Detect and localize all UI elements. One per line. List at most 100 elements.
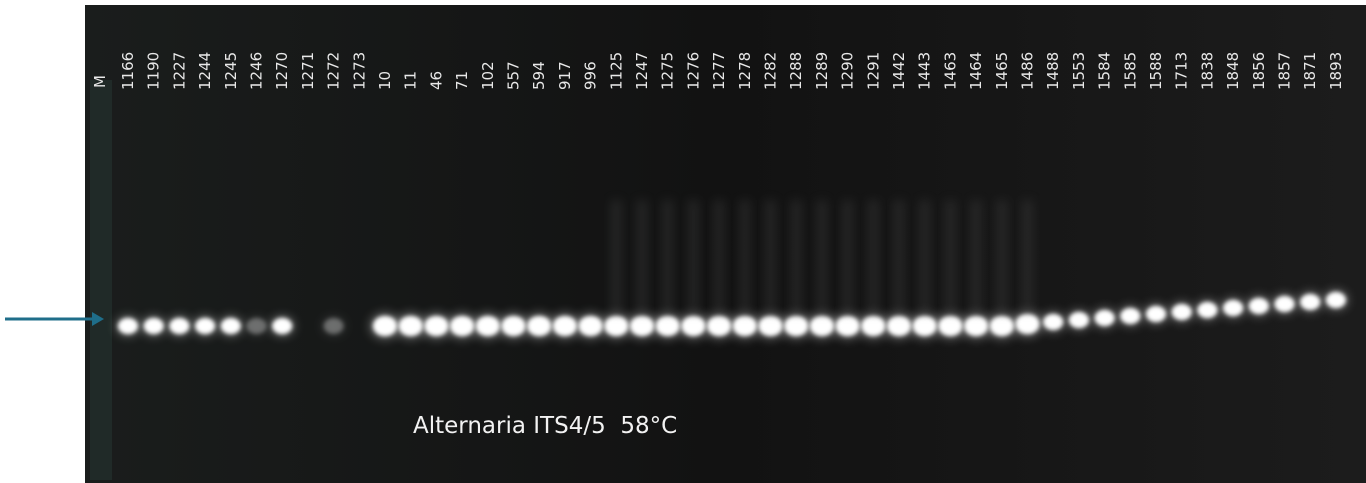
band bbox=[476, 316, 500, 336]
band bbox=[1095, 310, 1115, 326]
lane-label: 1488 bbox=[1044, 52, 1062, 90]
band bbox=[247, 318, 267, 334]
lane-label: 1273 bbox=[350, 52, 368, 90]
band bbox=[424, 316, 448, 336]
lane-smear bbox=[893, 200, 905, 314]
lane-label: 1553 bbox=[1070, 52, 1088, 90]
lane-label: 1190 bbox=[145, 52, 163, 90]
lane-smear bbox=[816, 200, 828, 314]
lane-smear bbox=[739, 200, 751, 314]
lane-smear bbox=[713, 200, 725, 314]
lane-label: 1857 bbox=[1276, 52, 1294, 90]
lane-label: 1276 bbox=[684, 52, 702, 90]
lane-smear bbox=[765, 200, 777, 314]
lane-smear bbox=[996, 200, 1008, 314]
lane-label: 996 bbox=[582, 61, 600, 90]
lane-label: 917 bbox=[556, 61, 574, 90]
band bbox=[1069, 312, 1089, 328]
lane-smear bbox=[687, 200, 699, 314]
lane-label: 557 bbox=[505, 61, 523, 90]
band bbox=[1043, 314, 1063, 330]
band bbox=[399, 316, 423, 336]
band bbox=[990, 316, 1014, 336]
band bbox=[1197, 302, 1217, 318]
lane-label: 1838 bbox=[1198, 52, 1216, 90]
band bbox=[707, 316, 731, 336]
band bbox=[527, 316, 551, 336]
gel-image: M 1166 1190 1227 1244 1245 1246 1270 1271 1272 127… bbox=[0, 0, 1366, 483]
lane-label: 1290 bbox=[839, 52, 857, 90]
band bbox=[1120, 308, 1140, 324]
band bbox=[759, 316, 783, 336]
band bbox=[681, 316, 705, 336]
lane-label: 1848 bbox=[1224, 52, 1242, 90]
lane-label: 1277 bbox=[710, 52, 728, 90]
lane-label: 1465 bbox=[993, 52, 1011, 90]
lane-label: 10 bbox=[376, 71, 394, 90]
lane-label: 1893 bbox=[1327, 52, 1345, 90]
lane-label: 1278 bbox=[736, 52, 754, 90]
band bbox=[810, 316, 834, 336]
lane-label: 1272 bbox=[325, 52, 343, 90]
lane-label: 1227 bbox=[170, 52, 188, 90]
band bbox=[144, 318, 164, 334]
lane-smear bbox=[636, 200, 648, 314]
page: M 1166 1190 1227 1244 1245 1246 1270 1271 1272 127… bbox=[0, 0, 1366, 483]
band bbox=[913, 316, 937, 336]
band bbox=[118, 318, 138, 334]
lane-smear bbox=[842, 200, 854, 314]
lane-label: 1270 bbox=[273, 52, 291, 90]
band bbox=[1300, 294, 1320, 310]
band bbox=[169, 318, 189, 334]
lane-label: 1282 bbox=[762, 52, 780, 90]
lane-label: 594 bbox=[530, 61, 548, 90]
lane-smear bbox=[790, 200, 802, 314]
lane-label: 71 bbox=[453, 71, 471, 90]
band bbox=[553, 316, 577, 336]
lane-label: 1713 bbox=[1173, 52, 1191, 90]
lane-smear bbox=[1022, 200, 1034, 312]
band bbox=[733, 316, 757, 336]
lane-label: 1289 bbox=[813, 52, 831, 90]
band bbox=[964, 316, 988, 336]
lane-label: 1275 bbox=[659, 52, 677, 90]
lane-label: 46 bbox=[427, 71, 445, 90]
lane-label: 1871 bbox=[1301, 52, 1319, 90]
lane-label: 1246 bbox=[248, 52, 266, 90]
lane-label: 1291 bbox=[864, 52, 882, 90]
lane-smear bbox=[662, 200, 674, 314]
lane-smear bbox=[867, 200, 879, 314]
band bbox=[656, 316, 680, 336]
lane-smear bbox=[944, 200, 956, 314]
lane-smear bbox=[919, 200, 931, 314]
band bbox=[604, 316, 628, 336]
lane-label: 1271 bbox=[299, 52, 317, 90]
band bbox=[938, 316, 962, 336]
band bbox=[502, 316, 526, 336]
lane-label: 1166 bbox=[119, 52, 137, 90]
band bbox=[221, 318, 241, 334]
band bbox=[272, 318, 292, 334]
lane-label: M bbox=[91, 75, 109, 88]
band bbox=[373, 316, 397, 336]
lane-label: 1443 bbox=[916, 52, 934, 90]
band bbox=[195, 318, 215, 334]
band bbox=[1249, 298, 1269, 314]
lane-label: 1584 bbox=[1096, 52, 1114, 90]
lane-smear bbox=[610, 200, 622, 314]
lane-label: 11 bbox=[402, 71, 420, 90]
band bbox=[1326, 292, 1346, 308]
band bbox=[1275, 296, 1295, 312]
lane-label: 1442 bbox=[890, 52, 908, 90]
lane-label: 102 bbox=[479, 61, 497, 90]
lane-label: 1125 bbox=[607, 52, 625, 90]
lane-label: 1247 bbox=[633, 52, 651, 90]
lane-label: 1585 bbox=[1121, 52, 1139, 90]
lane-label: 1463 bbox=[941, 52, 959, 90]
band bbox=[861, 316, 885, 336]
band bbox=[784, 316, 808, 336]
lane-label: 1464 bbox=[967, 52, 985, 90]
lane-label: 1245 bbox=[222, 52, 240, 90]
band bbox=[630, 316, 654, 336]
lane-label: 1244 bbox=[196, 52, 214, 90]
